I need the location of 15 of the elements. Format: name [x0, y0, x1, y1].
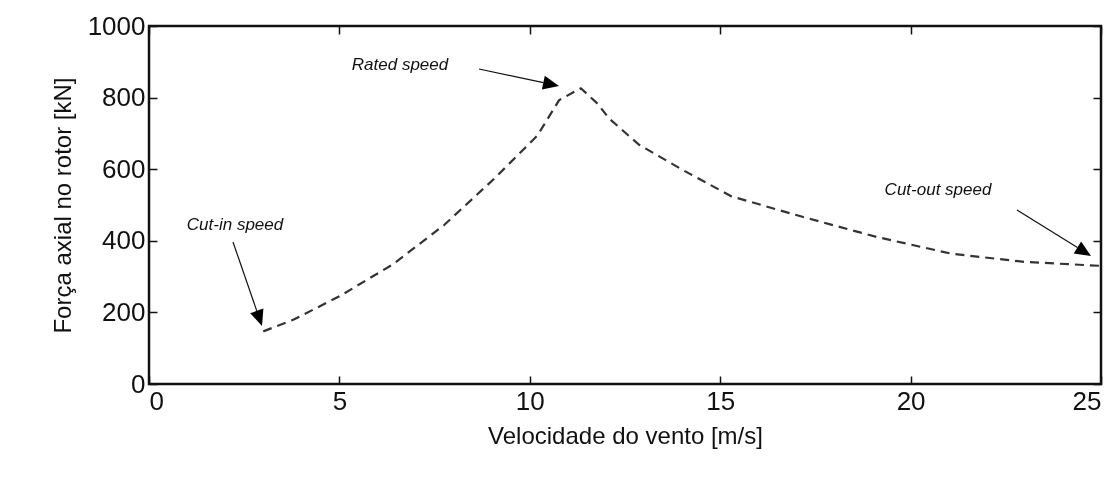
- y-tick-label: 600: [102, 153, 146, 184]
- x-axis-title: Velocidade do vento [m/s]: [488, 421, 763, 449]
- y-tick-label: 400: [102, 225, 146, 256]
- x-tick-label: 10: [515, 385, 545, 416]
- annotation: Cut-in speed: [186, 215, 284, 234]
- x-tick-label: 25: [1072, 385, 1102, 416]
- annotation: Rated speed: [351, 55, 449, 74]
- y-axis-title: Força axial no rotor [kN]: [48, 77, 76, 334]
- y-tick-label: 200: [102, 296, 146, 327]
- y-tick-label: 800: [102, 82, 146, 113]
- x-tick-label: 15: [706, 385, 736, 416]
- x-tick-label: 5: [332, 385, 348, 416]
- x-tick-label: 20: [896, 385, 926, 416]
- annotation: Cut-out speed: [884, 180, 992, 199]
- y-tick-label: 1000: [87, 10, 146, 41]
